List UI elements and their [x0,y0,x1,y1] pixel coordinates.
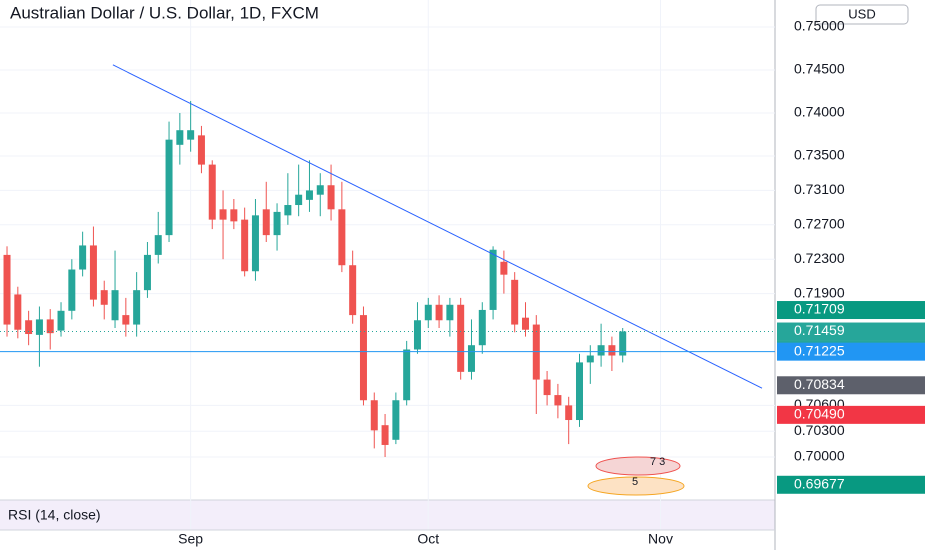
candle-body [586,355,594,363]
candle-body [403,349,411,401]
plot [0,0,775,530]
y-tick-label: 0.73100 [794,181,845,197]
candle-body [370,400,378,431]
indicator-label: RSI (14, close) [8,507,101,523]
candle-body [349,265,357,316]
candle-body [197,135,205,165]
trendline [112,64,763,389]
candle-body [554,395,562,406]
price-label-box [777,405,925,424]
y-tick-label: 0.73500 [794,147,845,163]
candle-body [381,425,389,445]
price-label: 0.71459 [794,322,845,338]
event-icons[interactable]: 7 3 5 [587,456,685,496]
candle-body [154,235,162,255]
candle-body [208,164,216,220]
candle-body [57,310,65,331]
candle-body [608,345,616,356]
candle-body [500,261,508,275]
candle-body [79,245,87,270]
candle-body [262,209,270,236]
candle-body [305,190,313,200]
candle-body [392,400,400,440]
price-label-box [777,301,925,320]
candle-body [273,211,281,236]
candle-body [284,205,292,216]
candle-body [478,309,486,346]
axis-labels: 0.75000 0.74500 0.74000 0.73500 0.73100 0.727… [178,18,925,547]
candle-body [68,269,76,311]
candle-body [511,279,519,325]
candle-body [521,317,529,330]
candle-body [424,304,432,321]
candle-body [14,294,22,330]
candle-body [327,185,335,210]
price-label-box [777,376,925,395]
candle-body [457,304,465,372]
candle-body [575,362,583,421]
candle-body [413,320,421,350]
candle-body [359,315,367,401]
candle-body [133,290,141,325]
event-badge[interactable] [595,456,681,476]
y-tick-label: 0.72300 [794,250,845,266]
y-tick-label: 0.75000 [794,18,845,34]
y-tick-label: 0.70000 [794,448,845,464]
event-label[interactable]: 5 [632,476,638,488]
candle-body [316,185,324,195]
y-tick-label: 0.72700 [794,216,845,232]
candle-body [446,304,454,321]
price-label-box [777,475,925,494]
event-badge[interactable] [587,476,685,496]
candle-body [295,194,303,206]
candle-body [35,319,43,335]
candle-body [143,254,151,291]
price-label: 0.69677 [794,475,845,491]
y-tick-label: 0.70300 [794,422,845,438]
price-label-box [777,342,925,361]
y-tick-label: 0.74000 [794,104,845,120]
candle-body [338,209,346,266]
currency-label[interactable]: USD [848,6,875,21]
candle-body [111,290,119,321]
candle-body [100,290,108,305]
currency-button[interactable] [815,4,909,25]
candle-body [176,130,184,145]
rsi-pane [0,500,775,530]
candle-body [230,209,238,222]
candle-body [187,130,195,140]
candle-body [3,254,11,325]
candle-body [467,345,475,372]
chart-title: Australian Dollar / U.S. Dollar, 1D, FXC… [10,3,319,22]
price-label: 0.70490 [794,406,845,422]
candle-body [489,249,497,310]
y-tick-label: 0.74500 [794,61,845,77]
candle-body [435,304,443,321]
candle-body [165,139,173,236]
candle-body [89,245,97,300]
event-label[interactable]: 7 3 [650,456,665,468]
candle-body [25,320,33,335]
candle-body [46,319,54,334]
x-tick-label: Nov [648,531,673,547]
candle-body [543,379,551,396]
candle-body [597,345,605,356]
x-tick-label: Sep [178,531,203,547]
price-label: 0.70834 [794,376,845,392]
y-tick-label: 0.71900 [794,284,845,300]
candle-body [122,315,130,325]
candle-body [251,215,259,272]
price-label-box [777,322,925,341]
candle-body [565,405,573,421]
price-label: 0.71225 [794,342,845,358]
x-tick-label: Oct [417,531,439,547]
candle-body [241,219,249,272]
price-label: 0.71709 [794,301,845,317]
candle-body [619,331,627,356]
candle-body [219,209,227,220]
